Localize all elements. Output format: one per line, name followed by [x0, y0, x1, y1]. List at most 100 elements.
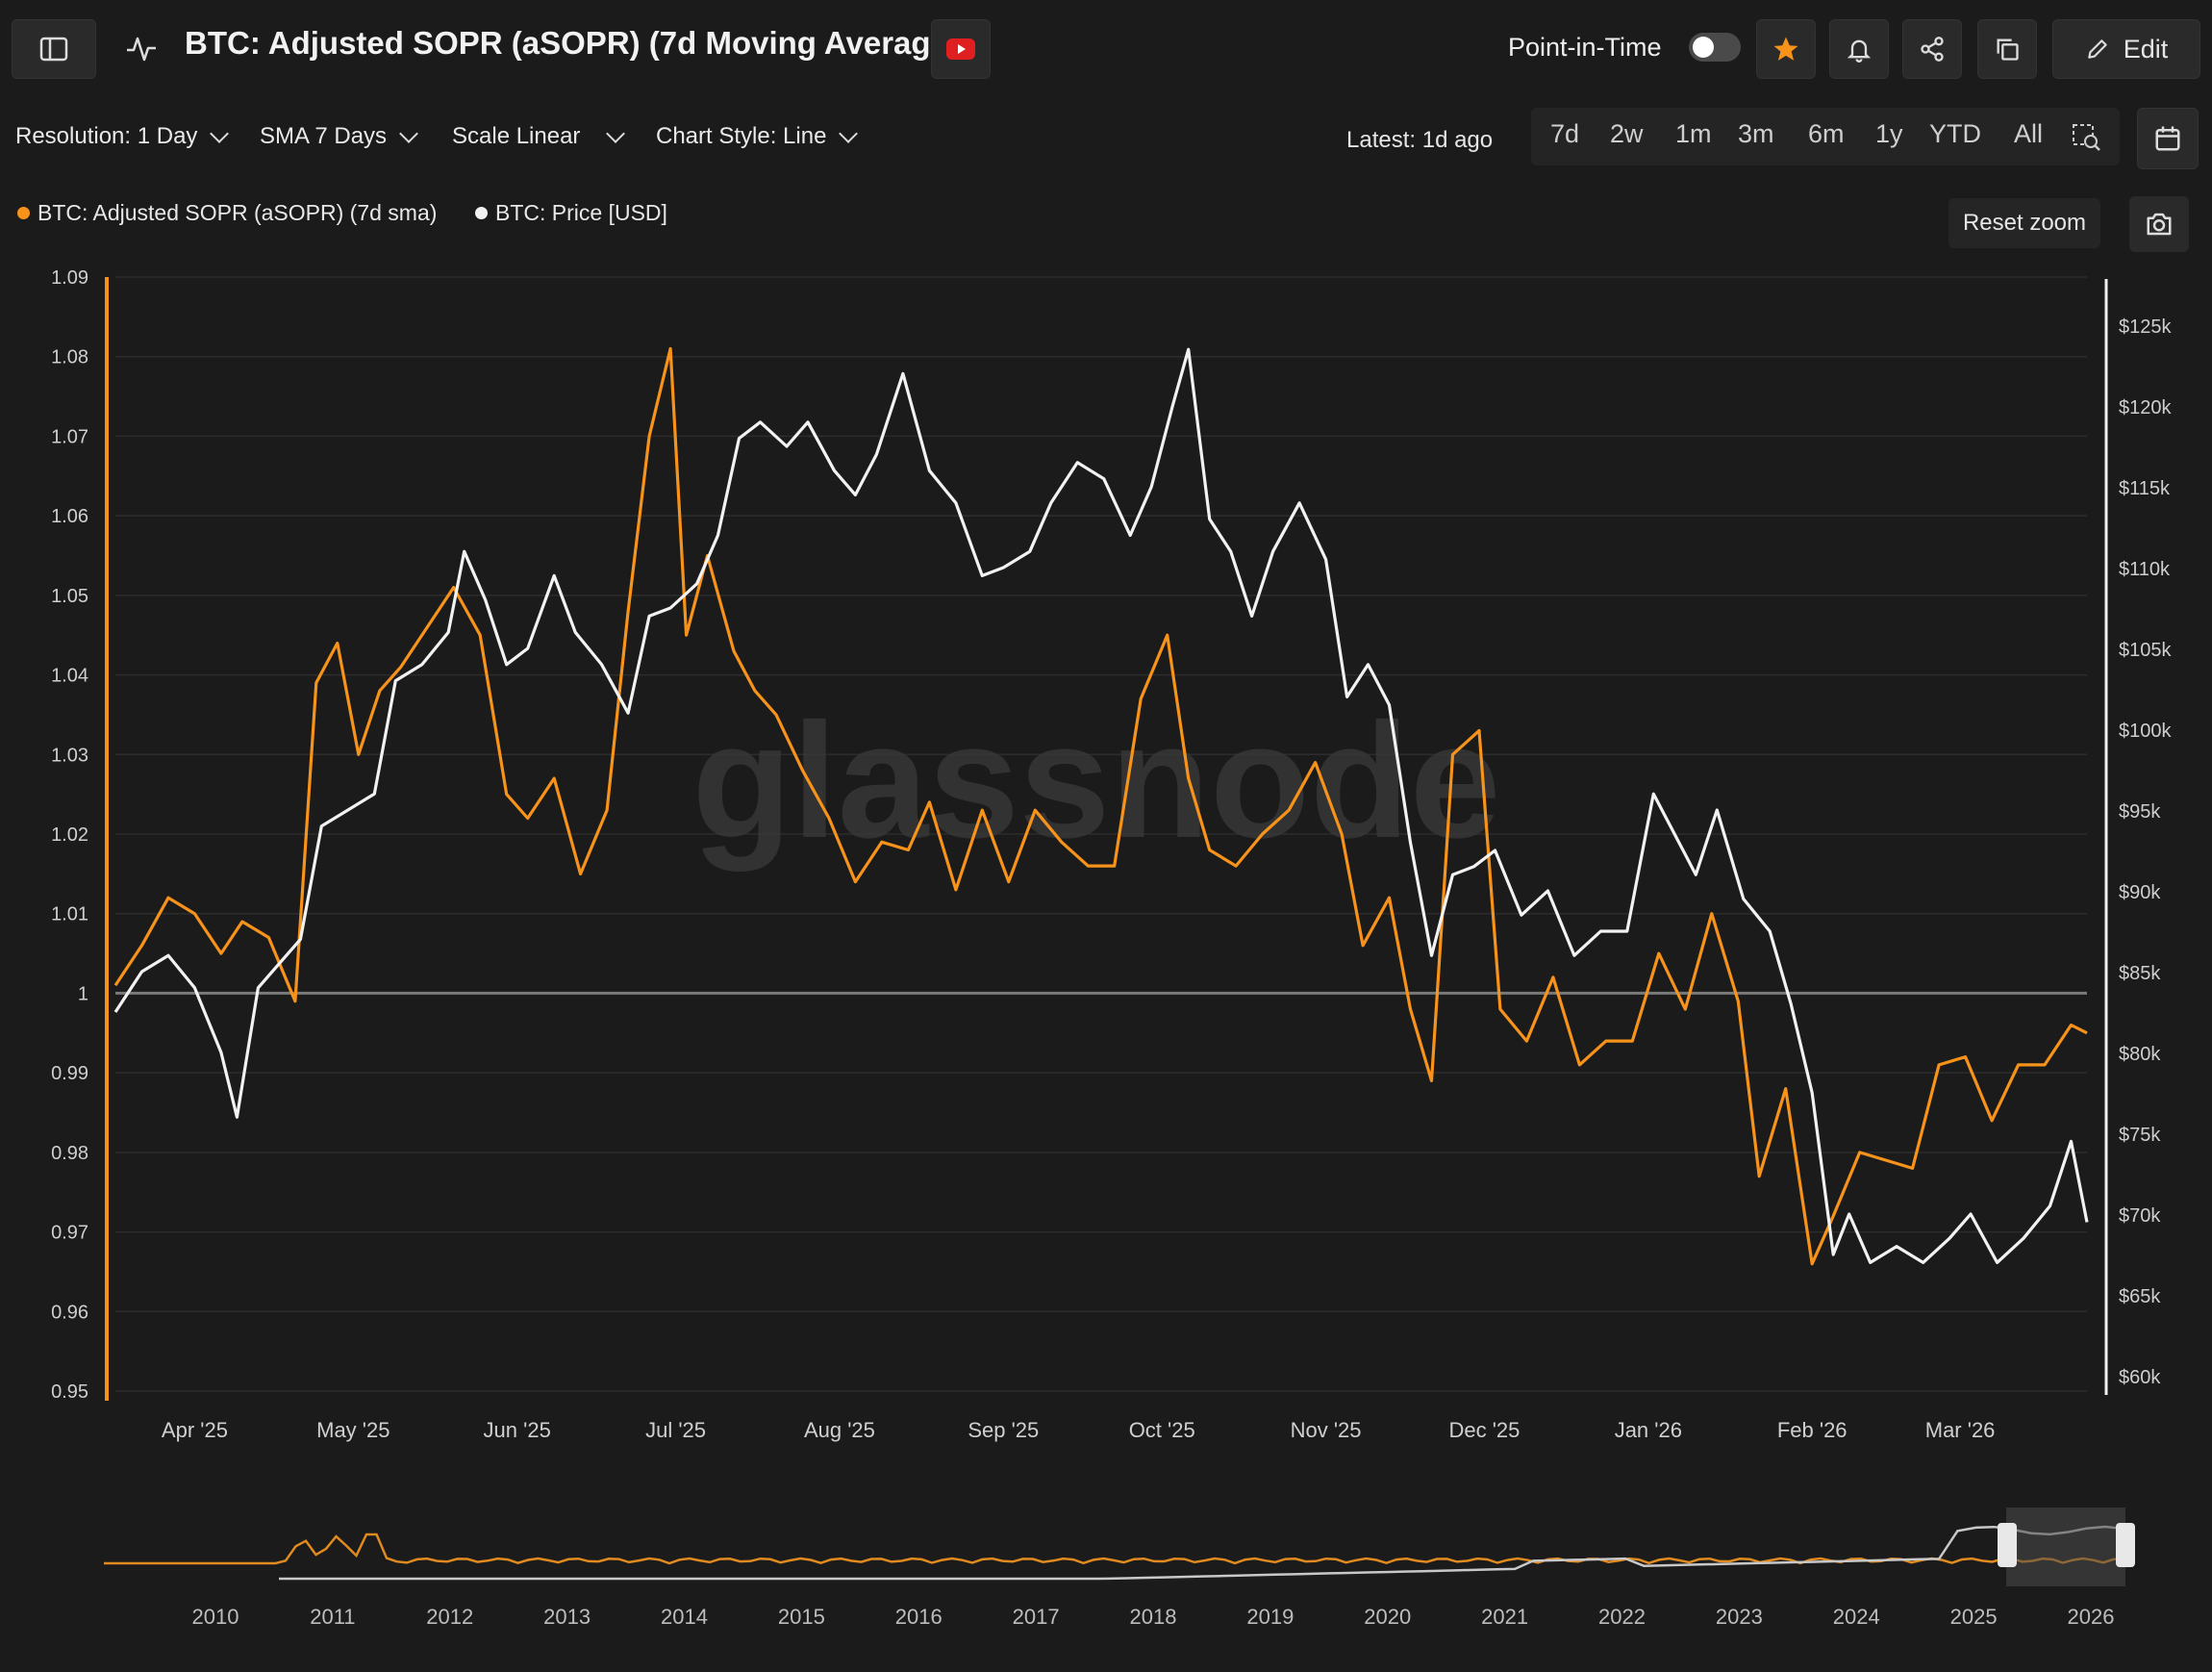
- left-axis-tick: 1: [78, 983, 88, 1004]
- legend-label-asopr: BTC: Adjusted SOPR (aSOPR) (7d sma): [38, 200, 438, 225]
- resolution-dropdown[interactable]: Resolution: 1 Day: [15, 123, 230, 150]
- favorite-button[interactable]: [1756, 19, 1816, 79]
- left-axis-tick: 1.07: [51, 426, 88, 447]
- navigator-year-tick: 2019: [1246, 1605, 1294, 1629]
- alert-button[interactable]: [1829, 19, 1889, 79]
- main-chart[interactable]: 1.09 1.08 1.07 1.06 1.05 1.04 1.03 1.02 1.01 1 0.9…: [0, 260, 2212, 1453]
- navigator-left-handle: [1998, 1523, 2017, 1567]
- legend-label-price: BTC: Price [USD]: [495, 200, 667, 225]
- left-axis-tick: 0.98: [51, 1143, 88, 1164]
- youtube-icon: [946, 38, 975, 60]
- chevron-down-icon: [210, 124, 230, 143]
- page-title: BTC: Adjusted SOPR (aSOPR) (7d Moving Av…: [185, 25, 959, 61]
- right-axis-tick: $80k: [2119, 1044, 2161, 1065]
- right-axis-tick: $110k: [2119, 559, 2171, 580]
- range-7d[interactable]: 7d: [1550, 119, 1580, 148]
- point-in-time-label: Point-in-Time: [1508, 33, 1662, 62]
- navigator-year-tick: 2023: [1716, 1605, 1763, 1629]
- x-axis-tick: Aug '25: [804, 1418, 875, 1442]
- range-2w[interactable]: 2w: [1610, 119, 1644, 148]
- point-in-time-toggle[interactable]: [1689, 33, 1741, 62]
- price-series-line: [113, 347, 2089, 1265]
- sidebar-toggle-button[interactable]: [12, 19, 96, 79]
- calendar-button[interactable]: [2137, 108, 2199, 169]
- left-axis-tick: 0.99: [51, 1063, 88, 1084]
- edit-label: Edit: [2123, 34, 2169, 63]
- navigator-year-tick: 2018: [1130, 1605, 1177, 1629]
- time-range-group: 7d 2w 1m 3m 6m 1y YTD All: [1531, 108, 2120, 165]
- navigator-selection: [2006, 1507, 2125, 1586]
- range-6m[interactable]: 6m: [1808, 119, 1845, 148]
- right-axis-tick: $75k: [2119, 1125, 2161, 1146]
- youtube-button[interactable]: [931, 19, 991, 79]
- navigator-year-tick: 2015: [778, 1605, 825, 1629]
- pencil-icon: [2087, 39, 2107, 59]
- reset-zoom-button[interactable]: Reset zoom: [1948, 198, 2100, 248]
- calendar-icon: [2155, 126, 2180, 151]
- camera-icon: [2147, 213, 2172, 236]
- navigator-year-tick: 2010: [192, 1605, 239, 1629]
- metric-line-icon: [127, 37, 156, 62]
- chart-style-label: Chart Style: Line: [656, 123, 827, 149]
- share-icon: [1921, 37, 1944, 62]
- scale-dropdown[interactable]: Scale Linear: [452, 123, 626, 150]
- navigator-year-tick: 2024: [1833, 1605, 1880, 1629]
- range-1y[interactable]: 1y: [1875, 119, 1903, 148]
- right-axis-tick: $70k: [2119, 1205, 2161, 1227]
- chevron-down-icon: [839, 124, 859, 143]
- navigator-year-tick: 2013: [543, 1605, 591, 1629]
- sma-label: SMA 7 Days: [260, 123, 388, 149]
- legend-item-asopr[interactable]: BTC: Adjusted SOPR (aSOPR) (7d sma): [17, 200, 437, 226]
- navigator-year-tick: 2016: [895, 1605, 943, 1629]
- legend-item-price[interactable]: BTC: Price [USD]: [475, 200, 667, 226]
- navigator-chart[interactable]: 2010 2011 2012 2013 2014 2015 2016 2017 2018 2019…: [0, 1496, 2212, 1640]
- navigator-year-tick: 2014: [661, 1605, 708, 1629]
- reset-zoom-label: Reset zoom: [1962, 210, 2087, 236]
- right-axis-tick: $115k: [2119, 478, 2171, 499]
- left-axis-tick: 1.01: [51, 904, 88, 925]
- x-axis-tick: Nov '25: [1291, 1418, 1362, 1442]
- range-3m[interactable]: 3m: [1738, 119, 1774, 148]
- zoom-select-icon[interactable]: [2072, 123, 2102, 152]
- chart-style-dropdown[interactable]: Chart Style: Line: [656, 123, 859, 150]
- navigator-year-tick: 2011: [310, 1605, 355, 1629]
- range-all[interactable]: All: [2014, 119, 2044, 148]
- left-axis-tick: 1.04: [51, 666, 88, 687]
- x-axis-tick: Oct '25: [1129, 1418, 1195, 1442]
- right-axis-tick: $65k: [2119, 1286, 2161, 1307]
- left-axis-tick: 1.05: [51, 586, 88, 607]
- right-axis-tick: $90k: [2119, 882, 2161, 903]
- bell-icon: [1847, 39, 1872, 63]
- edit-button[interactable]: Edit: [2052, 19, 2200, 79]
- range-1m[interactable]: 1m: [1675, 119, 1712, 148]
- chevron-down-icon: [606, 124, 626, 143]
- duplicate-button[interactable]: [1977, 19, 2037, 79]
- left-axis-tick: 1.08: [51, 347, 88, 368]
- left-axis-tick: 1.02: [51, 824, 88, 846]
- x-axis-tick: Jan '26: [1615, 1418, 1682, 1442]
- x-axis-tick: Dec '25: [1449, 1418, 1521, 1442]
- sma-dropdown[interactable]: SMA 7 Days: [260, 123, 418, 150]
- x-axis-tick: Feb '26: [1777, 1418, 1848, 1442]
- right-axis-tick: $95k: [2119, 801, 2161, 823]
- right-axis-tick: $125k: [2119, 317, 2172, 338]
- left-axis-tick: 1.03: [51, 745, 88, 766]
- right-axis-tick: $85k: [2119, 963, 2161, 984]
- resolution-label: Resolution: 1 Day: [15, 123, 198, 149]
- copy-icon: [1997, 38, 2019, 61]
- navigator-right-handle: [2116, 1523, 2135, 1567]
- x-axis-tick: May '25: [316, 1418, 390, 1442]
- watermark-logo: glassnode: [692, 690, 1501, 873]
- range-ytd[interactable]: YTD: [1929, 119, 1981, 148]
- right-axis-tick: $100k: [2119, 721, 2172, 742]
- screenshot-button[interactable]: [2129, 196, 2189, 252]
- left-axis-tick: 0.95: [51, 1381, 88, 1403]
- navigator-year-tick: 2017: [1013, 1605, 1060, 1629]
- navigator-asopr-line: [104, 1533, 2124, 1565]
- left-axis-tick: 1.09: [51, 267, 88, 289]
- asopr-series-line: [113, 346, 2088, 1266]
- x-axis-tick: Mar '26: [1925, 1418, 1996, 1442]
- share-button[interactable]: [1902, 19, 1962, 79]
- navigator-year-tick: 2021: [1481, 1605, 1528, 1629]
- navigator-year-tick: 2022: [1598, 1605, 1646, 1629]
